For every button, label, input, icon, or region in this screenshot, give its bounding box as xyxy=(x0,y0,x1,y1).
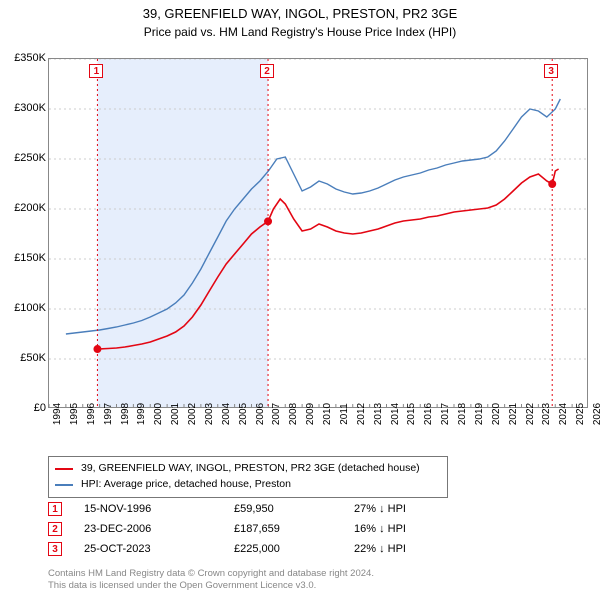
x-tick-label: 2008 xyxy=(288,403,299,425)
sale-delta: 22% ↓ HPI xyxy=(354,543,406,555)
chart-container: 39, GREENFIELD WAY, INGOL, PRESTON, PR2 … xyxy=(0,6,600,596)
x-tick-label: 1998 xyxy=(120,403,131,425)
x-tick-label: 2004 xyxy=(221,403,232,425)
legend-swatch xyxy=(55,468,73,470)
sale-marker-box: 3 xyxy=(48,542,62,556)
sale-price: £59,950 xyxy=(234,503,354,515)
y-tick-label: £250K xyxy=(14,152,46,164)
x-tick-label: 2002 xyxy=(187,403,198,425)
x-tick-label: 2024 xyxy=(558,403,569,425)
sale-marker-3: 3 xyxy=(544,64,558,78)
x-tick-label: 2023 xyxy=(541,403,552,425)
sale-date: 15-NOV-1996 xyxy=(84,503,234,515)
sale-date: 25-OCT-2023 xyxy=(84,543,234,555)
x-tick-label: 1996 xyxy=(86,403,97,425)
footer: Contains HM Land Registry data © Crown c… xyxy=(48,568,374,592)
x-tick-label: 1999 xyxy=(136,403,147,425)
sale-price: £187,659 xyxy=(234,523,354,535)
x-tick-label: 2021 xyxy=(508,403,519,425)
sale-row-2: 2 23-DEC-2006£187,65916% ↓ HPI xyxy=(48,522,406,536)
x-tick-label: 2013 xyxy=(373,403,384,425)
sale-row-1: 1 15-NOV-1996£59,95027% ↓ HPI xyxy=(48,502,406,516)
y-tick-label: £200K xyxy=(14,202,46,214)
y-tick-label: £100K xyxy=(14,302,46,314)
x-tick-label: 2016 xyxy=(423,403,434,425)
plot-svg xyxy=(48,58,588,408)
y-tick-label: £350K xyxy=(14,52,46,64)
x-tick-label: 2011 xyxy=(339,403,350,425)
x-tick-label: 2012 xyxy=(356,403,367,425)
y-tick-label: £300K xyxy=(14,102,46,114)
x-tick-label: 2026 xyxy=(592,403,600,425)
chart-area xyxy=(48,58,588,408)
x-tick-label: 2010 xyxy=(322,403,333,425)
legend-label: 39, GREENFIELD WAY, INGOL, PRESTON, PR2 … xyxy=(81,461,420,477)
legend: 39, GREENFIELD WAY, INGOL, PRESTON, PR2 … xyxy=(48,456,448,498)
x-tick-label: 1994 xyxy=(52,403,63,425)
legend-entry: HPI: Average price, detached house, Pres… xyxy=(55,477,441,493)
sale-marker-box: 2 xyxy=(48,522,62,536)
x-tick-label: 2020 xyxy=(491,403,502,425)
x-tick-label: 2007 xyxy=(271,403,282,425)
chart-subtitle: Price paid vs. HM Land Registry's House … xyxy=(0,25,600,39)
chart-title: 39, GREENFIELD WAY, INGOL, PRESTON, PR2 … xyxy=(0,6,600,23)
x-tick-label: 2006 xyxy=(255,403,266,425)
legend-entry: 39, GREENFIELD WAY, INGOL, PRESTON, PR2 … xyxy=(55,461,441,477)
x-tick-label: 2015 xyxy=(406,403,417,425)
x-tick-label: 2000 xyxy=(153,403,164,425)
x-tick-label: 2001 xyxy=(170,403,181,425)
x-tick-label: 2005 xyxy=(238,403,249,425)
x-tick-label: 2009 xyxy=(305,403,316,425)
sale-marker-box: 1 xyxy=(48,502,62,516)
legend-swatch xyxy=(55,484,73,486)
x-tick-label: 2018 xyxy=(457,403,468,425)
sale-date: 23-DEC-2006 xyxy=(84,523,234,535)
x-tick-label: 1997 xyxy=(103,403,114,425)
y-tick-label: £150K xyxy=(14,252,46,264)
x-tick-label: 2014 xyxy=(390,403,401,425)
legend-label: HPI: Average price, detached house, Pres… xyxy=(81,477,291,493)
y-tick-label: £0 xyxy=(34,402,46,414)
x-tick-label: 1995 xyxy=(69,403,80,425)
sale-marker-1: 1 xyxy=(89,64,103,78)
x-tick-label: 2017 xyxy=(440,403,451,425)
x-tick-label: 2003 xyxy=(204,403,215,425)
x-tick-label: 2025 xyxy=(575,403,586,425)
footer-line-1: Contains HM Land Registry data © Crown c… xyxy=(48,568,374,580)
sale-delta: 16% ↓ HPI xyxy=(354,523,406,535)
sale-row-3: 3 25-OCT-2023£225,00022% ↓ HPI xyxy=(48,542,406,556)
x-tick-label: 2019 xyxy=(474,403,485,425)
sale-price: £225,000 xyxy=(234,543,354,555)
sale-delta: 27% ↓ HPI xyxy=(354,503,406,515)
x-tick-label: 2022 xyxy=(525,403,536,425)
y-tick-label: £50K xyxy=(20,352,46,364)
sale-marker-2: 2 xyxy=(260,64,274,78)
